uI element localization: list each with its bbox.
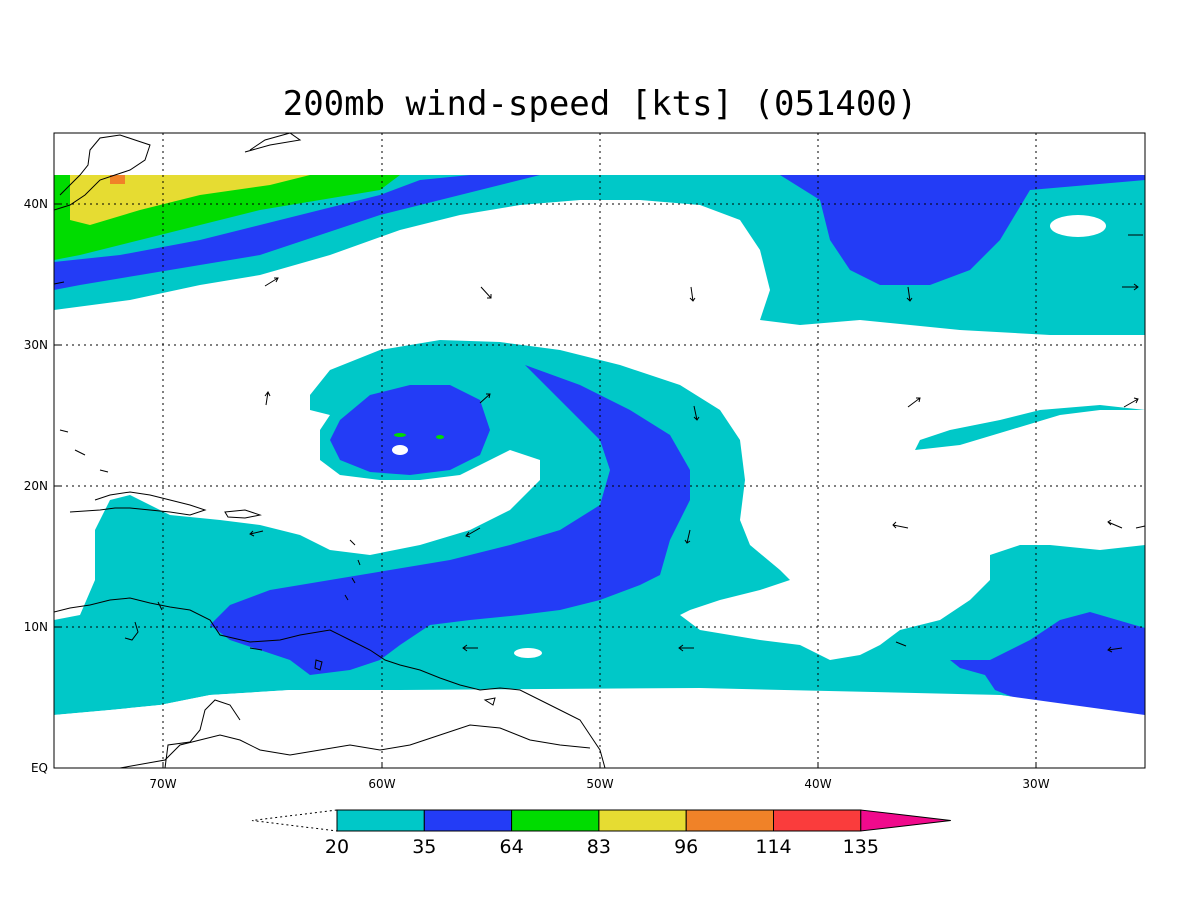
colorbar-label: 20 (325, 836, 349, 858)
colorbar-box (598, 809, 687, 832)
colorbar-label: 96 (674, 836, 698, 858)
colorbar-label: 35 (412, 836, 436, 858)
lon-label: 30W (1022, 777, 1049, 791)
band-83-96 (70, 175, 310, 225)
band-35-64-cyclone-core (330, 385, 490, 475)
colorbar: 20 35 64 83 96 114 135 (251, 809, 951, 858)
lon-label: 50W (586, 777, 613, 791)
colorbar-box (773, 809, 862, 832)
band-35-64-north (54, 175, 540, 290)
lat-label: 30N (24, 338, 48, 352)
lat-label: 20N (24, 479, 48, 493)
colorbar-box (511, 809, 600, 832)
coastlines (54, 133, 606, 768)
band-35-64-jet (210, 365, 690, 675)
colorbar-boxes (336, 809, 951, 832)
band-35-64-ne (780, 175, 1145, 285)
band-96-114 (110, 175, 125, 184)
lat-label: EQ (31, 761, 48, 775)
band-64-83-spot-b (436, 435, 444, 439)
latitude-labels: 40N 30N 20N 10N EQ (24, 197, 48, 775)
colorbar-box (685, 809, 775, 832)
colorbar-label: 83 (587, 836, 611, 858)
cyclone-eye (392, 445, 408, 455)
colorbar-labels: 20 35 64 83 96 114 135 (325, 836, 879, 858)
graticule (54, 133, 1145, 768)
colorbar-label: 114 (755, 836, 791, 858)
longitude-labels: 70W 60W 50W 40W 30W (149, 777, 1049, 791)
calm-spot-ne (1050, 215, 1106, 237)
calm-spot (514, 648, 542, 658)
band-64-83-spot-a (394, 433, 406, 437)
axis-ticks (54, 203, 1037, 768)
colorbar-box (423, 809, 513, 832)
colorbar-box (336, 809, 425, 832)
colorbar-over-triangle (860, 809, 951, 832)
band-20-35-east (915, 335, 1145, 450)
colorbar-label: 64 (500, 836, 524, 858)
wind-vectors (53, 234, 1146, 653)
map-title: 200mb wind-speed [kts] (051400) (283, 84, 918, 124)
lat-label: 40N (24, 197, 48, 211)
colorbar-under-triangle (251, 809, 338, 832)
lat-label: 10N (24, 620, 48, 634)
colorbar-label: 135 (843, 836, 879, 858)
band-35-64-southeast (950, 612, 1145, 715)
lon-label: 60W (368, 777, 395, 791)
lon-label: 70W (149, 777, 176, 791)
lon-label: 40W (804, 777, 831, 791)
